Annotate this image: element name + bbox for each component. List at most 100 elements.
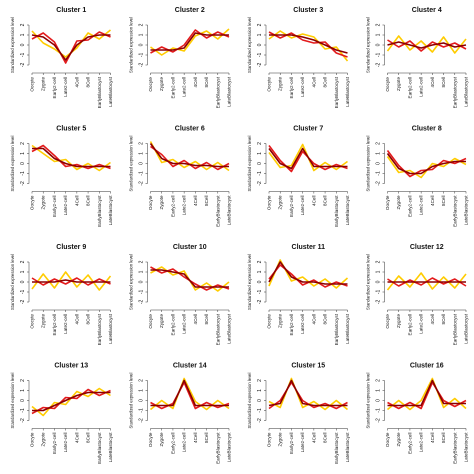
x-tick-label: LateBlastocyst — [108, 432, 113, 463]
panel: Cluster 12 Standardized expression level -… — [366, 244, 469, 345]
y-tick-label: 2 — [20, 23, 26, 26]
x-tick-label: Early2-cell — [170, 433, 175, 454]
x-tick-label: Zygote — [278, 77, 283, 91]
x-tick-label: LateBlastocyst — [464, 76, 469, 107]
y-tick-label: -2 — [376, 300, 382, 305]
panel: Cluster 4 Standardized expression level -2… — [366, 7, 469, 108]
x-tick-label: 4Cell — [193, 196, 198, 206]
y-tick-label: 0 — [257, 280, 263, 283]
y-tick-label: 2 — [139, 379, 145, 382]
y-tick-label: 1 — [139, 389, 145, 392]
x-tick-label: EarlyBlastocyst — [452, 432, 457, 464]
x-tick-label: Late2-cell — [300, 77, 305, 97]
y-tick-label: 2 — [376, 379, 382, 382]
x-tick-label: LateBlastocyst — [227, 432, 232, 463]
x-tick-label: EarlyBlastocyst — [334, 195, 339, 227]
x-tick-label: Late2-cell — [63, 196, 68, 216]
x-tick-label: EarlyBlastocyst — [215, 313, 220, 345]
x-tick-label: Oocyte — [148, 195, 153, 210]
expression-line — [268, 30, 349, 62]
x-tick-label: Zygote — [396, 432, 401, 446]
x-tick-label: Early2-cell — [289, 196, 294, 217]
y-tick-label: -2 — [20, 181, 26, 186]
x-tick-label: Zygote — [396, 195, 401, 209]
x-tick-label: Zygote — [41, 314, 46, 328]
x-tick-label: Early2-cell — [52, 77, 57, 98]
y-tick-label: 1 — [376, 152, 382, 155]
y-tick-label: 1 — [139, 152, 145, 155]
x-tick-label: EarlyBlastocyst — [97, 432, 102, 464]
x-tick-label: 4Cell — [430, 77, 435, 87]
panel-title: Cluster 4 — [412, 7, 442, 14]
y-tick-label: 0 — [376, 280, 382, 283]
x-tick-label: EarlyBlastocyst — [215, 76, 220, 108]
panel-title: Cluster 15 — [291, 363, 325, 370]
x-tick-label: Late2-cell — [63, 77, 68, 97]
x-tick-label: LateBlastocyst — [108, 76, 113, 107]
panel-title: Cluster 13 — [54, 363, 88, 370]
y-tick-label: -1 — [257, 171, 263, 176]
x-tick-label: Zygote — [396, 314, 401, 328]
x-tick-label: Late2-cell — [419, 433, 424, 453]
x-tick-label: Oocyte — [385, 195, 390, 210]
y-tick-label: 1 — [20, 33, 26, 36]
y-tick-label: 1 — [20, 389, 26, 392]
x-tick-label: EarlyBlastocyst — [97, 195, 102, 227]
expression-line — [150, 32, 229, 51]
y-tick-label: 1 — [376, 33, 382, 36]
y-axis-label: Standardized expression level — [247, 17, 252, 73]
x-tick-label: LateBlastocyst — [108, 195, 113, 226]
expression-line — [31, 271, 112, 291]
panel: Cluster 10 Standardized expression level -… — [129, 244, 232, 345]
expression-line — [150, 379, 229, 407]
panel: Cluster 6 Standardized expression level -2… — [129, 126, 232, 227]
expression-line — [150, 28, 230, 56]
x-tick-label: 4Cell — [430, 314, 435, 324]
y-tick-label: -1 — [139, 171, 145, 176]
y-tick-label: 0 — [257, 399, 263, 402]
expression-line — [268, 147, 348, 170]
x-tick-label: Late2-cell — [419, 77, 424, 97]
y-axis-label: Standardized expression level — [247, 254, 252, 310]
y-axis-label: Standardized expression level — [10, 254, 15, 310]
x-tick-label: 4Cell — [311, 77, 316, 87]
panel-title: Cluster 16 — [410, 363, 444, 370]
x-tick-label: Late2-cell — [419, 196, 424, 216]
x-tick-label: LateBlastocyst — [464, 432, 469, 463]
panel-title: Cluster 14 — [173, 363, 207, 370]
expression-line — [386, 153, 466, 175]
y-tick-label: 0 — [20, 162, 26, 165]
panel-title: Cluster 7 — [293, 126, 323, 133]
y-axis-label: Standardized expression level — [366, 373, 371, 429]
expression-line — [150, 29, 230, 54]
x-tick-label: Early2-cell — [407, 433, 412, 454]
x-tick-label: Late2-cell — [300, 196, 305, 216]
x-tick-label: Zygote — [159, 77, 164, 91]
y-tick-label: 2 — [376, 23, 382, 26]
x-tick-label: Oocyte — [267, 432, 272, 447]
y-tick-label: 2 — [257, 260, 263, 263]
x-tick-label: 8Cell — [323, 314, 328, 324]
y-axis-label: Standardized expression level — [247, 136, 252, 192]
x-tick-label: 8Cell — [86, 314, 91, 324]
x-tick-label: LateBlastocyst — [345, 76, 350, 107]
x-tick-label: EarlyBlastocyst — [452, 313, 457, 345]
panel-title: Cluster 5 — [56, 126, 86, 133]
x-tick-label: Early2-cell — [289, 77, 294, 98]
x-tick-label: Oocyte — [30, 314, 35, 329]
x-tick-label: 8Cell — [441, 77, 446, 87]
x-tick-label: Early2-cell — [170, 314, 175, 335]
expression-line — [386, 377, 467, 411]
y-axis-label: Standardized expression level — [366, 254, 371, 310]
x-tick-label: Late2-cell — [182, 196, 187, 216]
y-tick-label: 2 — [257, 23, 263, 26]
y-tick-label: -1 — [20, 171, 26, 176]
y-tick-label: 2 — [139, 260, 145, 263]
panel: Cluster 15 Standardized expression level -… — [247, 363, 350, 464]
expression-line — [149, 377, 230, 411]
x-tick-label: Oocyte — [385, 77, 390, 92]
x-tick-label: Oocyte — [148, 432, 153, 447]
y-tick-label: -2 — [376, 63, 382, 68]
x-tick-label: Oocyte — [30, 432, 35, 447]
x-tick-label: Late2-cell — [63, 314, 68, 334]
